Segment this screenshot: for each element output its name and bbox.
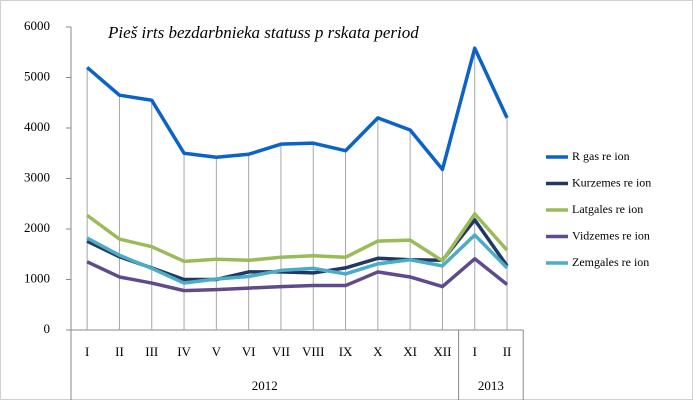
x-tick-label: I: [85, 344, 89, 359]
legend-label: Latgales re ion: [572, 202, 643, 216]
x-tick-label: XI: [403, 344, 417, 359]
legend-label: Zemgales re ion: [572, 255, 649, 269]
y-tick-label: 2000: [24, 220, 50, 235]
series-line: [86, 257, 509, 293]
x-tick-label: VI: [242, 344, 256, 359]
x-tick-label: X: [373, 344, 383, 359]
x-tick-label: I: [473, 344, 477, 359]
x-tick-label: XII: [433, 344, 451, 359]
x-tick-label: VII: [272, 344, 290, 359]
x-tick-label: VIII: [302, 344, 324, 359]
x-tick-label: IV: [177, 344, 191, 359]
chart-title: Pieš irts bezdarbnieka statuss p rskata …: [107, 23, 419, 42]
legend-label: Vidzemes re ion: [572, 228, 650, 242]
y-tick-label: 1000: [24, 270, 50, 285]
y-tick-label: 4000: [24, 119, 50, 134]
x-tick-label: II: [115, 344, 124, 359]
group-label: 2013: [478, 378, 504, 393]
group-label: 2012: [252, 378, 278, 393]
x-tick-label: V: [212, 344, 222, 359]
x-tick-label: III: [145, 344, 158, 359]
legend-label: R gas re ion: [572, 149, 630, 163]
series-line: [86, 233, 509, 285]
legend-label: Kurzemes re ion: [572, 175, 651, 189]
y-tick-label: 5000: [24, 68, 50, 83]
x-tick-label: IX: [339, 344, 353, 359]
series-line: [86, 212, 509, 264]
y-tick-label: 6000: [24, 18, 50, 33]
x-tick-label: II: [503, 344, 512, 359]
y-tick-label: 3000: [24, 169, 50, 184]
y-tick-label: 0: [44, 321, 51, 336]
series-line: [86, 46, 509, 172]
